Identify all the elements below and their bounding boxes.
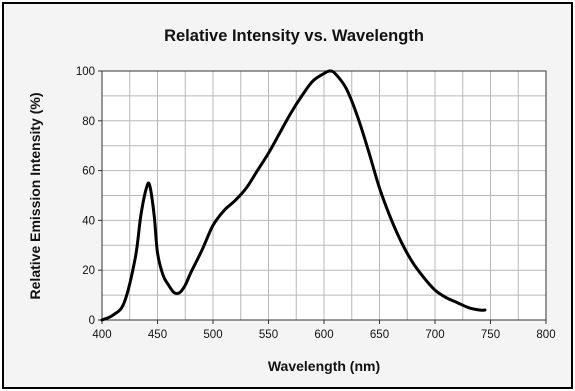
chart-title: Relative Intensity vs. Wavelength xyxy=(164,27,424,45)
x-tick-label: 650 xyxy=(370,329,389,341)
x-tick-label: 700 xyxy=(425,329,444,341)
y-tick-label: 20 xyxy=(82,265,95,277)
series-line xyxy=(100,69,487,322)
y-tick-label: 40 xyxy=(82,215,95,227)
y-tick-label: 0 xyxy=(89,315,95,327)
tick-marks xyxy=(98,70,547,324)
y-axis-label: Relative Emission Intensity (%) xyxy=(27,93,43,300)
x-tick-label: 800 xyxy=(536,329,555,341)
x-tick-label: 750 xyxy=(481,329,500,341)
x-tick-label: 450 xyxy=(148,329,167,341)
grid-lines xyxy=(102,71,546,320)
x-tick-label: 400 xyxy=(92,329,111,341)
tick-labels: 400 450 500 550 600 650 700 750 800 0 20 40 60 80 100 xyxy=(76,66,556,341)
y-tick-label: 80 xyxy=(82,116,95,128)
series-group xyxy=(100,69,487,322)
x-tick-label: 500 xyxy=(203,329,222,341)
x-tick-label: 600 xyxy=(314,329,333,341)
x-tick-label: 550 xyxy=(259,329,278,341)
y-tick-label: 100 xyxy=(76,66,95,78)
y-tick-label: 60 xyxy=(82,166,95,178)
x-axis-label: Wavelength (nm) xyxy=(268,358,380,374)
